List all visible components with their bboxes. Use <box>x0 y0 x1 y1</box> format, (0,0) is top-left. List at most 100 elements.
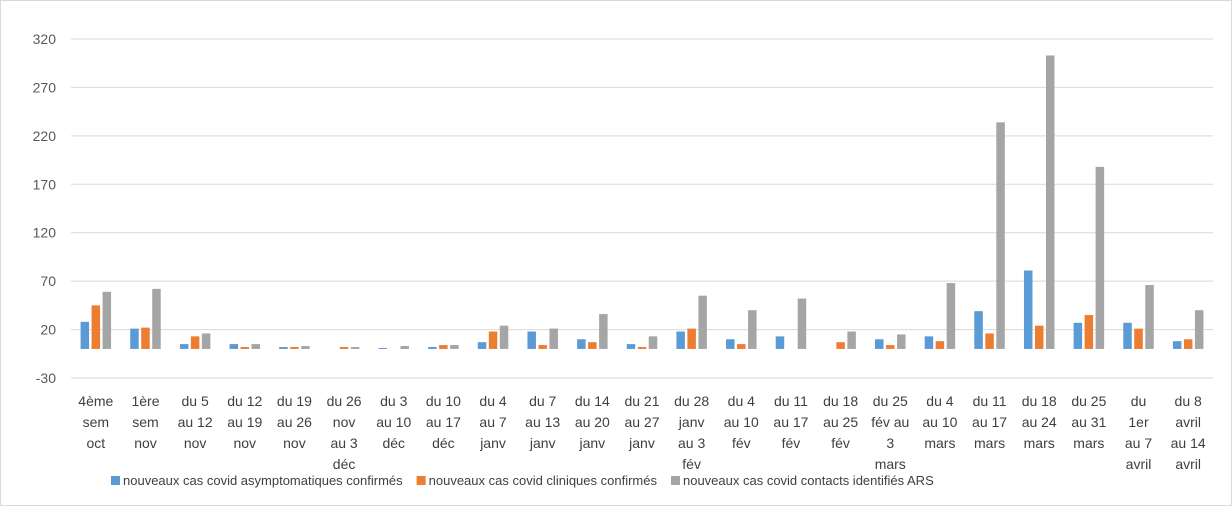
x-tick-label: du 19 au 26 nov <box>277 393 312 451</box>
y-tick-label: 120 <box>33 225 57 241</box>
x-tick-label: du 18 au 24 mars <box>1022 393 1057 451</box>
bar <box>499 325 509 349</box>
bar <box>1123 322 1132 349</box>
bar <box>737 344 746 349</box>
legend-swatch <box>111 476 120 485</box>
y-tick-label: 270 <box>33 79 57 95</box>
bar <box>886 345 895 349</box>
bar <box>378 347 387 349</box>
bar <box>527 331 536 349</box>
x-tick-label: du 21 au 27 janv <box>624 393 659 451</box>
bar <box>400 346 409 349</box>
bar <box>428 347 437 349</box>
bar <box>626 344 636 349</box>
bar <box>836 342 845 349</box>
bar <box>775 336 785 349</box>
bar <box>996 122 1005 349</box>
y-tick-label: 70 <box>40 273 56 289</box>
bar <box>538 345 547 349</box>
bar <box>102 291 112 349</box>
x-tick-label: du 28 janv au 3 fév <box>674 393 709 472</box>
bar <box>1183 339 1193 349</box>
bar <box>1134 328 1143 349</box>
x-tick-label: du 4 au 10 mars <box>922 393 957 451</box>
x-tick-label: du 26 nov au 3 déc <box>327 393 362 472</box>
bar <box>301 346 310 349</box>
bar <box>290 347 299 349</box>
bar <box>251 344 261 349</box>
bar <box>1172 341 1182 349</box>
bar <box>588 342 597 349</box>
bar <box>974 311 983 349</box>
bar <box>339 347 349 349</box>
bar <box>935 341 945 349</box>
bar <box>748 310 757 349</box>
x-tick-label: 1ère sem nov <box>131 393 159 451</box>
y-tick-label: 170 <box>33 176 57 192</box>
x-tick-label: du 8 avril au 14 avril <box>1171 393 1206 472</box>
x-tick-label: du 11 au 17 mars <box>972 393 1007 451</box>
bar <box>946 283 956 349</box>
bar <box>726 339 735 349</box>
bar <box>279 347 288 349</box>
bar <box>1194 310 1204 349</box>
x-tick-label: du 25 fév au 3 mars <box>871 393 909 472</box>
bar <box>488 331 498 349</box>
bar <box>637 347 647 349</box>
bar <box>687 328 696 349</box>
x-tick-label: du 12 au 19 nov <box>227 393 262 451</box>
bar <box>179 344 189 349</box>
x-tick-label: du 3 au 10 déc <box>376 393 411 451</box>
bar <box>599 314 608 349</box>
x-tick-label: du 25 au 31 mars <box>1071 393 1106 451</box>
bar <box>450 345 459 349</box>
bar <box>648 336 658 349</box>
y-tick-label: 220 <box>33 128 57 144</box>
bar <box>1073 322 1083 349</box>
x-tick-label: du 14 au 20 janv <box>575 393 610 451</box>
bar <box>1045 55 1055 349</box>
x-tick-label: 4ème sem oct <box>78 393 113 451</box>
x-tick-label: du 11 au 17 fév <box>773 393 808 451</box>
x-tick-label: du 4 au 7 janv <box>479 393 507 451</box>
bar <box>897 334 906 349</box>
bar <box>1023 270 1033 349</box>
y-tick-label: -30 <box>36 370 56 386</box>
bar <box>80 321 90 349</box>
x-tick-label: du 18 au 25 fév <box>823 393 858 451</box>
x-tick-label: du 1er au 7 avril <box>1125 393 1152 472</box>
bar <box>797 298 807 349</box>
bar <box>1034 325 1044 349</box>
x-tick-label: du 10 au 17 déc <box>426 393 461 451</box>
legend-label: nouveaux cas covid cliniques confirmés <box>429 473 658 488</box>
legend-label: nouveaux cas covid asymptomatiques confi… <box>123 473 403 488</box>
bar <box>698 295 707 349</box>
bar <box>190 336 200 349</box>
legend-swatch <box>670 476 680 485</box>
bar <box>477 342 487 349</box>
y-tick-label: 320 <box>33 31 57 47</box>
bar <box>1084 315 1094 349</box>
x-tick-label: du 5 au 12 nov <box>178 393 213 451</box>
x-tick-label: du 4 au 10 fév <box>724 393 759 451</box>
bar <box>91 305 101 349</box>
bar <box>549 328 558 349</box>
bar <box>847 331 856 349</box>
legend-swatch <box>416 476 426 485</box>
bar <box>924 336 934 349</box>
bar <box>676 331 685 349</box>
bar <box>130 328 139 349</box>
bar <box>985 333 994 349</box>
bar <box>141 327 150 349</box>
legend-label: nouveaux cas covid contacts identifiés A… <box>683 473 934 488</box>
bar <box>229 344 239 349</box>
bar <box>350 347 360 349</box>
bar <box>201 333 211 349</box>
bar <box>439 345 448 349</box>
bar <box>152 288 161 349</box>
bar <box>875 339 884 349</box>
bar <box>1095 166 1105 349</box>
bar <box>577 339 586 349</box>
